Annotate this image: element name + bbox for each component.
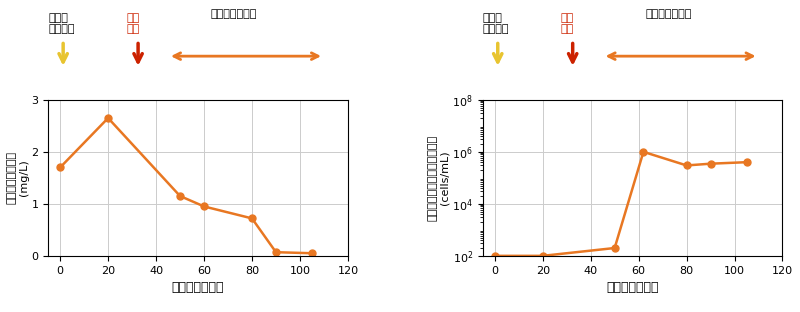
Text: 浄化材
初期注入: 浄化材 初期注入 xyxy=(482,13,510,34)
X-axis label: 経過日数（日）: 経過日数（日） xyxy=(172,281,224,294)
Text: 浄化材
初期注入: 浄化材 初期注入 xyxy=(48,13,74,34)
Text: 浄化材連続注入: 浄化材連続注入 xyxy=(211,9,257,19)
Y-axis label: 塩素化エチレン類
(mg/L): 塩素化エチレン類 (mg/L) xyxy=(7,151,29,204)
Text: 菌液
注入: 菌液 注入 xyxy=(126,13,139,34)
Text: 浄化材連続注入: 浄化材連続注入 xyxy=(646,9,692,19)
Text: 菌液
注入: 菌液 注入 xyxy=(561,13,574,34)
Y-axis label: デハロコッコイデス属細菌数
(cells/mL): デハロコッコイデス属細菌数 (cells/mL) xyxy=(428,135,450,221)
X-axis label: 経過日数（日）: 経過日数（日） xyxy=(606,281,659,294)
